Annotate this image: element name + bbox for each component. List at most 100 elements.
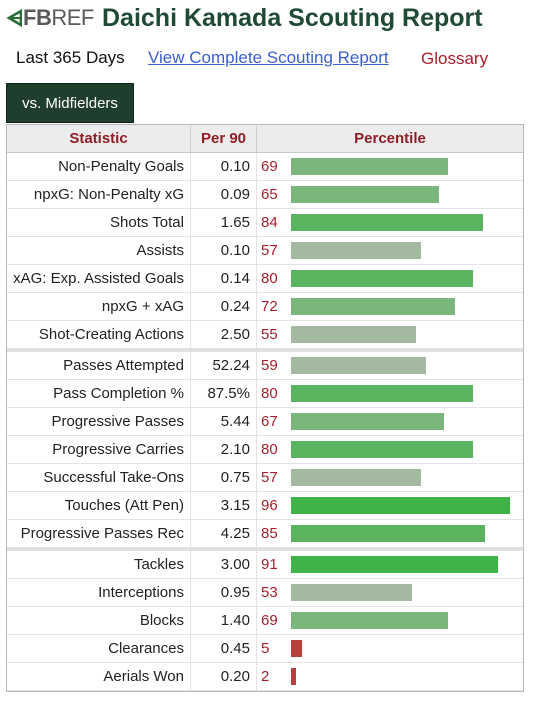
- percentile-cell: 57: [257, 237, 523, 264]
- logo-text-fb: FB: [23, 5, 52, 30]
- column-header-percentile[interactable]: Percentile: [354, 130, 426, 147]
- percentile-value: 59: [261, 357, 278, 374]
- percentile-bar: [291, 668, 296, 685]
- percentile-cell: 96: [257, 492, 523, 519]
- percentile-value: 69: [261, 158, 278, 175]
- percentile-bar: [291, 413, 444, 430]
- table-row: Assists 0.10 57: [7, 237, 523, 265]
- percentile-cell: 72: [257, 293, 523, 320]
- per90-value: 2.10: [191, 436, 257, 463]
- table-row: Pass Completion % 87.5% 80: [7, 380, 523, 408]
- percentile-cell: 84: [257, 209, 523, 236]
- percentile-bar: [291, 584, 412, 601]
- table-row: Shots Total 1.65 84: [7, 209, 523, 237]
- per90-value: 0.10: [191, 237, 257, 264]
- fbref-logo[interactable]: FBREF: [6, 6, 94, 30]
- table-row: Aerials Won 0.20 2: [7, 663, 523, 691]
- percentile-value: 96: [261, 497, 278, 514]
- stat-name: Pass Completion %: [7, 380, 191, 407]
- percentile-value: 57: [261, 469, 278, 486]
- percentile-bar: [291, 497, 510, 514]
- percentile-cell: 65: [257, 181, 523, 208]
- table-header: Statistic Per 90 Percentile: [7, 125, 523, 153]
- percentile-bar: [291, 270, 474, 287]
- table-row: Progressive Passes 5.44 67: [7, 408, 523, 436]
- per90-value: 0.09: [191, 181, 257, 208]
- percentile-cell: 59: [257, 352, 523, 379]
- page-header: FBREF Daichi Kamada Scouting Report: [0, 0, 534, 38]
- percentile-value: 5: [261, 640, 270, 657]
- per90-value: 0.10: [191, 153, 257, 180]
- table-row: Clearances 0.45 5: [7, 635, 523, 663]
- table-row: Progressive Passes Rec 4.25 85: [7, 520, 523, 551]
- complete-report-link[interactable]: View Complete Scouting Report: [148, 48, 389, 67]
- per90-value: 1.65: [191, 209, 257, 236]
- percentile-bar: [291, 298, 456, 315]
- stat-name: Shot-Creating Actions: [7, 321, 191, 348]
- percentile-bar: [291, 242, 421, 259]
- percentile-value: 69: [261, 612, 278, 629]
- percentile-bar: [291, 326, 417, 343]
- percentile-value: 67: [261, 413, 278, 430]
- table-row: Tackles 3.00 91: [7, 551, 523, 579]
- percentile-bar: [291, 441, 474, 458]
- per90-value: 5.44: [191, 408, 257, 435]
- per90-value: 0.75: [191, 464, 257, 491]
- stat-name: Successful Take-Ons: [7, 464, 191, 491]
- percentile-bar: [291, 357, 426, 374]
- percentile-cell: 80: [257, 436, 523, 463]
- per90-value: 0.24: [191, 293, 257, 320]
- table-row: Passes Attempted 52.24 59: [7, 352, 523, 380]
- per90-value: 2.50: [191, 321, 257, 348]
- table-row: xAG: Exp. Assisted Goals 0.14 80: [7, 265, 523, 293]
- percentile-cell: 80: [257, 380, 523, 407]
- stat-name: Interceptions: [7, 579, 191, 606]
- stat-name: npxG + xAG: [7, 293, 191, 320]
- percentile-cell: 85: [257, 520, 523, 547]
- logo-text: FBREF: [23, 6, 94, 30]
- percentile-bar: [291, 469, 421, 486]
- percentile-cell: 53: [257, 579, 523, 606]
- per90-value: 0.20: [191, 663, 257, 690]
- tab-vs-midfielders[interactable]: vs. Midfielders: [6, 83, 134, 123]
- stat-name: Progressive Passes Rec: [7, 520, 191, 547]
- column-header-per90[interactable]: Per 90: [191, 125, 257, 152]
- stat-name: Assists: [7, 237, 191, 264]
- percentile-value: 85: [261, 525, 278, 542]
- percentile-value: 80: [261, 441, 278, 458]
- percentile-value: 55: [261, 326, 278, 343]
- stat-name: Shots Total: [7, 209, 191, 236]
- percentile-value: 53: [261, 584, 278, 601]
- percentile-bar: [291, 612, 449, 629]
- column-header-statistic[interactable]: Statistic: [7, 125, 191, 152]
- logo-text-ref: REF: [51, 5, 94, 30]
- period-label: Last 365 Days: [16, 48, 125, 67]
- per90-value: 0.14: [191, 265, 257, 292]
- table-row: Non-Penalty Goals 0.10 69: [7, 153, 523, 181]
- percentile-bar: [291, 385, 474, 402]
- per90-value: 0.95: [191, 579, 257, 606]
- scouting-table: Statistic Per 90 Percentile Non-Penalty …: [6, 124, 524, 692]
- percentile-cell: 91: [257, 551, 523, 578]
- table-body: Non-Penalty Goals 0.10 69 npxG: Non-Penalty…: [7, 153, 523, 691]
- percentile-bar: [291, 214, 483, 231]
- glossary-link[interactable]: Glossary: [421, 49, 489, 68]
- percentile-cell: 69: [257, 153, 523, 180]
- per90-value: 0.45: [191, 635, 257, 662]
- table-row: npxG + xAG 0.24 72: [7, 293, 523, 321]
- stat-name: Touches (Att Pen): [7, 492, 191, 519]
- percentile-value: 2: [261, 668, 270, 685]
- stat-name: Clearances: [7, 635, 191, 662]
- table-row: Interceptions 0.95 53: [7, 579, 523, 607]
- table-row: Touches (Att Pen) 3.15 96: [7, 492, 523, 520]
- per90-value: 3.15: [191, 492, 257, 519]
- percentile-bar: [291, 640, 303, 657]
- percentile-value: 84: [261, 214, 278, 231]
- table-row: Successful Take-Ons 0.75 57: [7, 464, 523, 492]
- percentile-bar: [291, 556, 499, 573]
- stat-name: Tackles: [7, 551, 191, 578]
- percentile-value: 72: [261, 298, 278, 315]
- percentile-cell: 69: [257, 607, 523, 634]
- page-title: Daichi Kamada Scouting Report: [102, 4, 483, 32]
- percentile-value: 91: [261, 556, 278, 573]
